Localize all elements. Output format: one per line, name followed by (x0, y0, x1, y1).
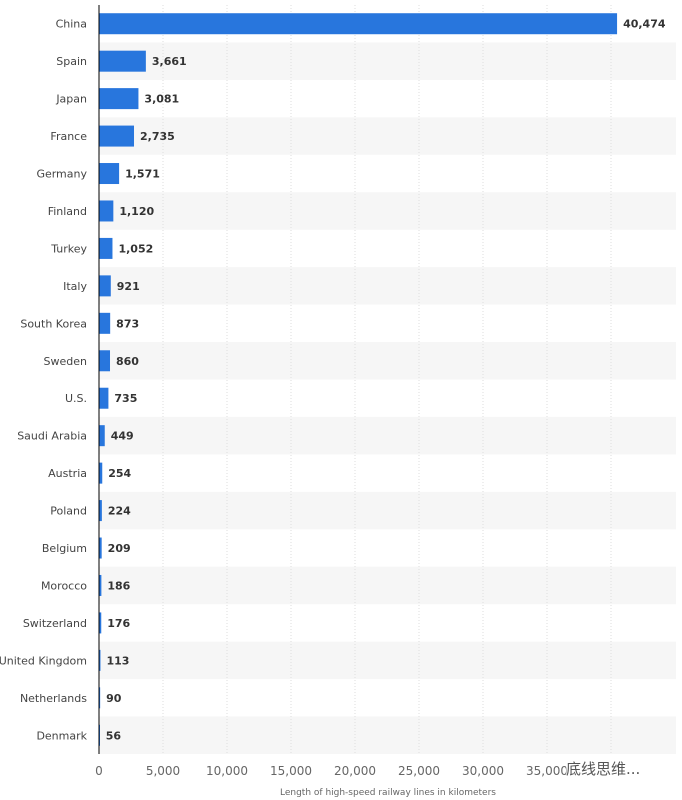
category-label: United Kingdom (0, 654, 87, 667)
row-band (99, 416, 676, 455)
value-label: 860 (116, 355, 139, 368)
category-label: Turkey (50, 242, 87, 255)
bar (99, 350, 111, 372)
bar (99, 50, 146, 72)
category-label: South Korea (20, 317, 87, 330)
bar (99, 200, 114, 222)
category-label: Saudi Arabia (17, 430, 87, 443)
category-label: Italy (63, 280, 87, 293)
row-band (99, 566, 676, 605)
bar (99, 612, 102, 634)
value-label: 224 (108, 505, 131, 518)
bar (99, 425, 105, 447)
row-band (99, 491, 676, 530)
row-band (99, 641, 676, 680)
bar (99, 687, 101, 709)
category-label: U.S. (65, 392, 87, 405)
value-label: 2,735 (140, 130, 175, 143)
value-label: 56 (106, 729, 122, 742)
x-tick-label: 15,000 (270, 764, 312, 778)
watermark: 底线思维... (566, 758, 641, 779)
bar (99, 500, 102, 522)
value-label: 3,661 (152, 55, 187, 68)
category-label: Morocco (41, 579, 87, 592)
value-label: 449 (111, 430, 134, 443)
bar (99, 163, 120, 185)
bar (99, 13, 618, 35)
bar (99, 649, 101, 671)
row-band (99, 342, 676, 380)
value-label: 90 (106, 692, 122, 705)
value-label: 209 (108, 542, 131, 555)
value-label: 1,120 (119, 205, 154, 218)
category-label: France (50, 130, 87, 143)
value-label: 113 (106, 654, 129, 667)
row-band (99, 192, 676, 230)
value-label: 186 (107, 579, 130, 592)
category-label: Spain (56, 55, 87, 68)
value-label: 40,474 (623, 18, 666, 31)
bar (99, 312, 111, 334)
bar (99, 574, 102, 596)
x-tick-label: 20,000 (334, 764, 376, 778)
value-label: 3,081 (144, 93, 179, 106)
value-label: 873 (116, 317, 139, 330)
category-label: Sweden (44, 355, 87, 368)
category-label: Poland (50, 505, 87, 518)
category-label: Germany (36, 168, 87, 181)
category-label: Netherlands (20, 692, 87, 705)
x-tick-label: 10,000 (206, 764, 248, 778)
category-label: Switzerland (23, 617, 87, 630)
x-tick-label: 25,000 (398, 764, 440, 778)
row-band (99, 716, 676, 754)
category-label: Denmark (36, 729, 87, 742)
x-axis-title: Length of high-speed railway lines in ki… (280, 788, 496, 798)
row-band (99, 117, 676, 155)
bar (99, 237, 113, 259)
bar (99, 462, 103, 484)
x-tick-label: 0 (95, 764, 103, 778)
row-band (99, 42, 676, 80)
row-band (99, 267, 676, 305)
bar (99, 275, 111, 297)
x-tick-label: 5,000 (146, 764, 180, 778)
category-label: China (56, 18, 87, 31)
value-label: 1,052 (118, 242, 153, 255)
bar (99, 88, 139, 110)
bar (99, 125, 135, 147)
x-tick-label: 30,000 (462, 764, 504, 778)
value-label: 735 (114, 392, 137, 405)
value-label: 176 (107, 617, 130, 630)
x-tick-label: 35,000 (526, 764, 568, 778)
bar (99, 387, 109, 409)
category-label: Finland (48, 205, 87, 218)
bar (99, 537, 102, 559)
category-label: Japan (55, 93, 87, 106)
value-label: 921 (117, 280, 140, 293)
category-label: Belgium (42, 542, 87, 555)
category-label: Austria (48, 467, 87, 480)
value-label: 254 (108, 467, 131, 480)
value-label: 1,571 (125, 168, 160, 181)
